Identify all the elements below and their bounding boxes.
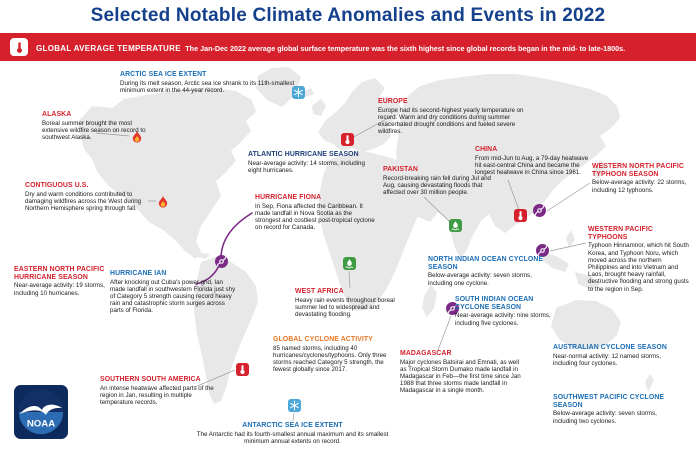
annotation-title: WESTERN NORTH PACIFIC TYPHOON SEASON <box>592 163 684 178</box>
annotation-body: Dry and warm conditions contributed to d… <box>25 190 142 213</box>
annotation-western-pacific-typhoons: WESTERN PACIFIC TYPHOONS Typhoon Hinnamn… <box>588 226 693 293</box>
snowflake-icon <box>292 86 305 99</box>
annotation-europe: EUROPE Europe had its second-highest yea… <box>378 98 538 135</box>
annotation-hurricane-fiona: HURRICANE FIONA In Sep, Fiona affected t… <box>255 194 379 231</box>
banner-title: GLOBAL AVERAGE TEMPERATURE <box>36 44 181 53</box>
noaa-logo: NOAA <box>14 385 68 439</box>
continents <box>78 67 654 404</box>
annotation-western-north-pacific-typhoon-season: WESTERN NORTH PACIFIC TYPHOON SEASON Bel… <box>592 163 692 194</box>
annotation-body: Boreal summer brought the most extensive… <box>42 119 146 142</box>
annotation-title: EUROPE <box>378 98 408 105</box>
thermometer-icon <box>341 133 354 146</box>
leader-lines <box>95 115 591 422</box>
annotation-arctic-sea-ice: ARCTIC SEA ICE EXTENT During its melt se… <box>120 71 308 94</box>
cyclone-icon <box>533 204 546 217</box>
annotation-title: AUSTRALIAN CYCLONE SEASON <box>553 344 667 351</box>
annotation-title: CHINA <box>475 146 498 153</box>
annotation-title: NORTH INDIAN OCEAN CYCLONE SEASON <box>428 256 544 271</box>
annotation-title: GLOBAL CYCLONE ACTIVITY <box>273 336 373 343</box>
annotation-title: SOUTH INDIAN OCEAN CYCLONE SEASON <box>455 296 534 311</box>
annotation-title: ARCTIC SEA ICE EXTENT <box>120 71 207 78</box>
flood-icon <box>449 219 462 232</box>
global-average-temperature-banner: GLOBAL AVERAGE TEMPERATURE The Jan-Dec 2… <box>0 33 696 61</box>
annotation-body: Record-breaking rain fell during Jul and… <box>383 174 491 197</box>
noaa-logo-text: NOAA <box>27 418 55 429</box>
annotation-title: HURRICANE IAN <box>110 270 167 277</box>
annotation-eastern-north-pacific-hurricane-season: EASTERN NORTH PACIFIC HURRICANE SEASON N… <box>14 266 122 297</box>
banner-text: GLOBAL AVERAGE TEMPERATURE The Jan-Dec 2… <box>36 38 625 56</box>
annotation-body: After knocking out Cuba's power grid, Ia… <box>110 278 236 315</box>
annotation-body: An intense heatwave affected parts of th… <box>100 384 214 407</box>
annotation-title: SOUTHWEST PACIFIC CYCLONE SEASON <box>553 394 665 409</box>
flood-icon <box>343 257 356 270</box>
annotation-title: CONTIGUOUS U.S. <box>25 182 89 189</box>
annotation-body: Typhoon Hinnamnor, which hit South Korea… <box>588 242 689 293</box>
annotation-alaska: ALASKA Boreal summer brought the most ex… <box>42 111 154 141</box>
annotation-title: ATLANTIC HURRICANE SEASON <box>248 151 359 158</box>
annotation-southwest-pacific-cyclone-season: SOUTHWEST PACIFIC CYCLONE SEASON Below-a… <box>553 394 679 425</box>
annotation-body: Near-average activity: nine storms, incl… <box>455 312 551 327</box>
cyclone-icon <box>446 302 459 315</box>
annotation-title: ANTARCTIC SEA ICE EXTENT <box>242 422 343 429</box>
annotation-north-indian-ocean-cyclone-season: NORTH INDIAN OCEAN CYCLONE SEASON Below-… <box>428 256 556 287</box>
annotation-body: Heavy rain events throughout boreal summ… <box>295 296 395 319</box>
annotation-pakistan: PAKISTAN Record-breaking rain fell durin… <box>383 166 491 196</box>
annotation-madagascar: MADAGASCAR Major cyclones Batsirai and E… <box>400 350 526 395</box>
annotation-body: Below-average activity: seven storms, in… <box>553 410 657 425</box>
annotation-body: During its melt season, Arctic sea ice s… <box>120 79 295 94</box>
thermometer-icon <box>10 38 28 56</box>
annotation-antarctic-sea-ice: ANTARCTIC SEA ICE EXTENT The Antarctic h… <box>185 422 400 445</box>
annotation-body: Major cyclones Batsirai and Emnati, as w… <box>400 358 521 395</box>
annotation-body: Near-average activity: 19 storms, includ… <box>14 282 105 297</box>
annotation-australian-cyclone-season: AUSTRALIAN CYCLONE SEASON Near-normal ac… <box>553 344 687 367</box>
banner-description: The Jan-Dec 2022 average global surface … <box>185 44 626 53</box>
annotation-title: SOUTHERN SOUTH AMERICA <box>100 376 201 383</box>
annotation-body: Near-normal activity: 12 named storms, i… <box>553 352 661 367</box>
annotation-body: Europe had its second-highest yearly tem… <box>378 106 524 136</box>
annotation-body: From mid-Jun to Aug, a 79-day heatwave h… <box>475 154 589 177</box>
annotation-title: PAKISTAN <box>383 166 418 173</box>
annotation-hurricane-ian: HURRICANE IAN After knocking out Cuba's … <box>110 270 240 315</box>
annotation-west-africa: WEST AFRICA Heavy rain events throughout… <box>295 288 407 318</box>
thermometer-icon <box>236 363 249 376</box>
annotation-body: The Antarctic had its fourth-smallest an… <box>196 430 389 445</box>
annotation-body: In Sep, Fiona affected the Caribbean. It… <box>255 202 375 232</box>
annotation-atlantic-hurricane-season: ATLANTIC HURRICANE SEASON Near-average a… <box>248 151 366 174</box>
annotation-title: WEST AFRICA <box>295 288 344 295</box>
annotation-body: Below-average activity: seven storms, in… <box>428 272 532 287</box>
annotation-body: Below-average activity: 22 storms, inclu… <box>592 179 687 194</box>
annotation-body: Near-average activity: 14 storms, includ… <box>248 159 365 174</box>
annotation-title: HURRICANE FIONA <box>255 194 322 201</box>
thermometer-icon <box>514 209 527 222</box>
annotation-title: WESTERN PACIFIC TYPHOONS <box>588 226 653 241</box>
annotation-title: MADAGASCAR <box>400 350 452 357</box>
annotation-title: ALASKA <box>42 111 72 118</box>
cyclone-icon <box>215 255 228 268</box>
annotation-china: CHINA From mid-Jun to Aug, a 79-day heat… <box>475 146 590 176</box>
annotation-south-indian-ocean-cyclone-season: SOUTH INDIAN OCEAN CYCLONE SEASON Near-a… <box>455 296 569 327</box>
page-title: Selected Notable Climate Anomalies and E… <box>90 5 606 26</box>
annotation-global-cyclone-activity: GLOBAL CYCLONE ACTIVITY 85 named storms,… <box>273 336 397 373</box>
annotation-body: 85 named storms, including 40 hurricanes… <box>273 344 387 374</box>
annotation-contiguous-us: CONTIGUOUS U.S. Dry and warm conditions … <box>25 182 151 212</box>
cyclone-icon <box>536 244 549 257</box>
flame-icon <box>156 194 170 210</box>
annotation-southern-south-america: SOUTHERN SOUTH AMERICA An intense heatwa… <box>100 376 224 406</box>
snowflake-icon <box>288 399 301 412</box>
annotation-title: EASTERN NORTH PACIFIC HURRICANE SEASON <box>14 266 105 281</box>
